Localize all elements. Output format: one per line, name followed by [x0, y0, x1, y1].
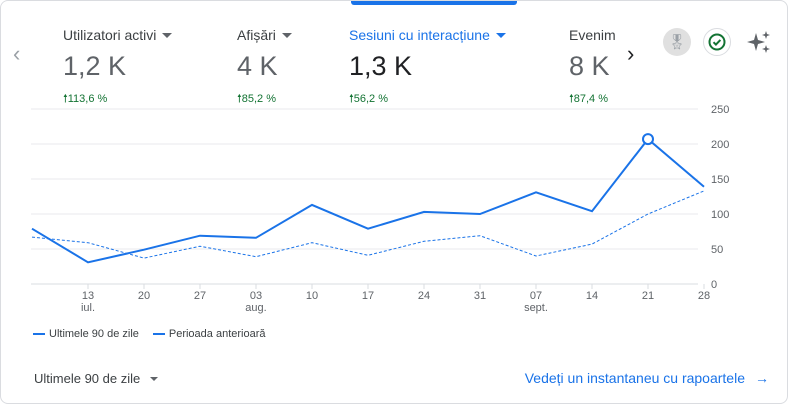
check-circle-icon[interactable]	[703, 28, 731, 56]
metric-active-users[interactable]: Utilizatori activi 1,2 K 🠕113,6 %	[63, 27, 173, 109]
x-tick-label: 20	[138, 290, 150, 302]
metric-value: 1,3 K	[349, 51, 413, 81]
highlighted-point	[642, 133, 654, 146]
y-tick-label: 250	[711, 104, 729, 116]
caret-down-icon[interactable]	[495, 32, 506, 38]
chevron-left-icon[interactable]: ‹	[13, 41, 21, 66]
view-reports-snapshot-link[interactable]: Vedeți un instantaneu cu rapoartele →	[524, 370, 769, 386]
y-tick-label: 0	[711, 279, 717, 291]
metric-label: Afișări	[237, 27, 276, 43]
metric-label: Evenim	[569, 27, 616, 43]
legend-item-current[interactable]: Ultimele 90 de zile	[33, 328, 139, 340]
x-month-label: aug.	[245, 302, 266, 314]
caret-down-icon[interactable]	[281, 32, 292, 38]
y-tick-label: 150	[711, 174, 729, 186]
metric-value: 8 K	[569, 51, 610, 81]
metric-events[interactable]: Evenim 8 K 🠕87,4 %	[569, 27, 617, 109]
arrow-right-icon: →	[755, 370, 769, 386]
x-tick-label: 31	[474, 290, 486, 302]
date-range-select[interactable]: Ultimele 90 de zile	[34, 371, 159, 386]
metric-delta: 🠕113,6 %	[63, 93, 108, 105]
metric-delta: 🠕56,2 %	[349, 93, 388, 105]
metric-engaged-sessions[interactable]: Sesiuni cu interacțiune 1,3 K 🠕56,2 %	[349, 27, 506, 109]
x-tick-label: 10	[306, 290, 318, 302]
x-tick-label: 14	[586, 290, 598, 302]
metric-value: 1,2 K	[63, 51, 127, 81]
sparkle-icon[interactable]	[745, 28, 773, 56]
caret-down-icon[interactable]	[162, 32, 173, 38]
metric-delta: 🠕85,2 %	[237, 93, 276, 105]
x-tick-label: 07	[530, 290, 542, 302]
series-line-previous	[31, 190, 705, 259]
metric-label: Utilizatori activi	[63, 27, 157, 43]
date-range-label: Ultimele 90 de zile	[34, 371, 141, 386]
y-tick-label: 100	[711, 209, 729, 221]
badge-icon[interactable]: 🎖	[663, 28, 691, 56]
x-month-label: sept.	[524, 302, 548, 314]
metric-views[interactable]: Afișări 4 K 🠕85,2 %	[237, 27, 292, 109]
metric-delta: 🠕87,4 %	[569, 93, 608, 105]
x-tick-label: 13	[82, 290, 94, 302]
metric-value: 4 K	[237, 51, 278, 81]
y-tick-label: 200	[711, 139, 729, 151]
x-tick-label: 27	[194, 290, 206, 302]
x-month-label: iul.	[81, 302, 95, 314]
metric-label: Sesiuni cu interacțiune	[349, 27, 490, 43]
y-tick-label: 50	[711, 244, 723, 256]
x-tick-label: 28	[698, 290, 710, 302]
x-tick-label: 24	[418, 290, 430, 302]
chart-legend: Ultimele 90 de zile Perioada anterioară	[33, 328, 266, 340]
series-line-current	[31, 137, 705, 264]
legend-item-previous[interactable]: Perioada anterioară	[152, 328, 266, 340]
active-tab-indicator	[351, 1, 517, 5]
caret-down-icon	[150, 376, 159, 381]
x-tick-label: 03	[250, 290, 262, 302]
x-tick-label: 21	[642, 290, 654, 302]
chevron-right-icon[interactable]: ›	[627, 41, 635, 66]
x-tick-label: 17	[362, 290, 374, 302]
